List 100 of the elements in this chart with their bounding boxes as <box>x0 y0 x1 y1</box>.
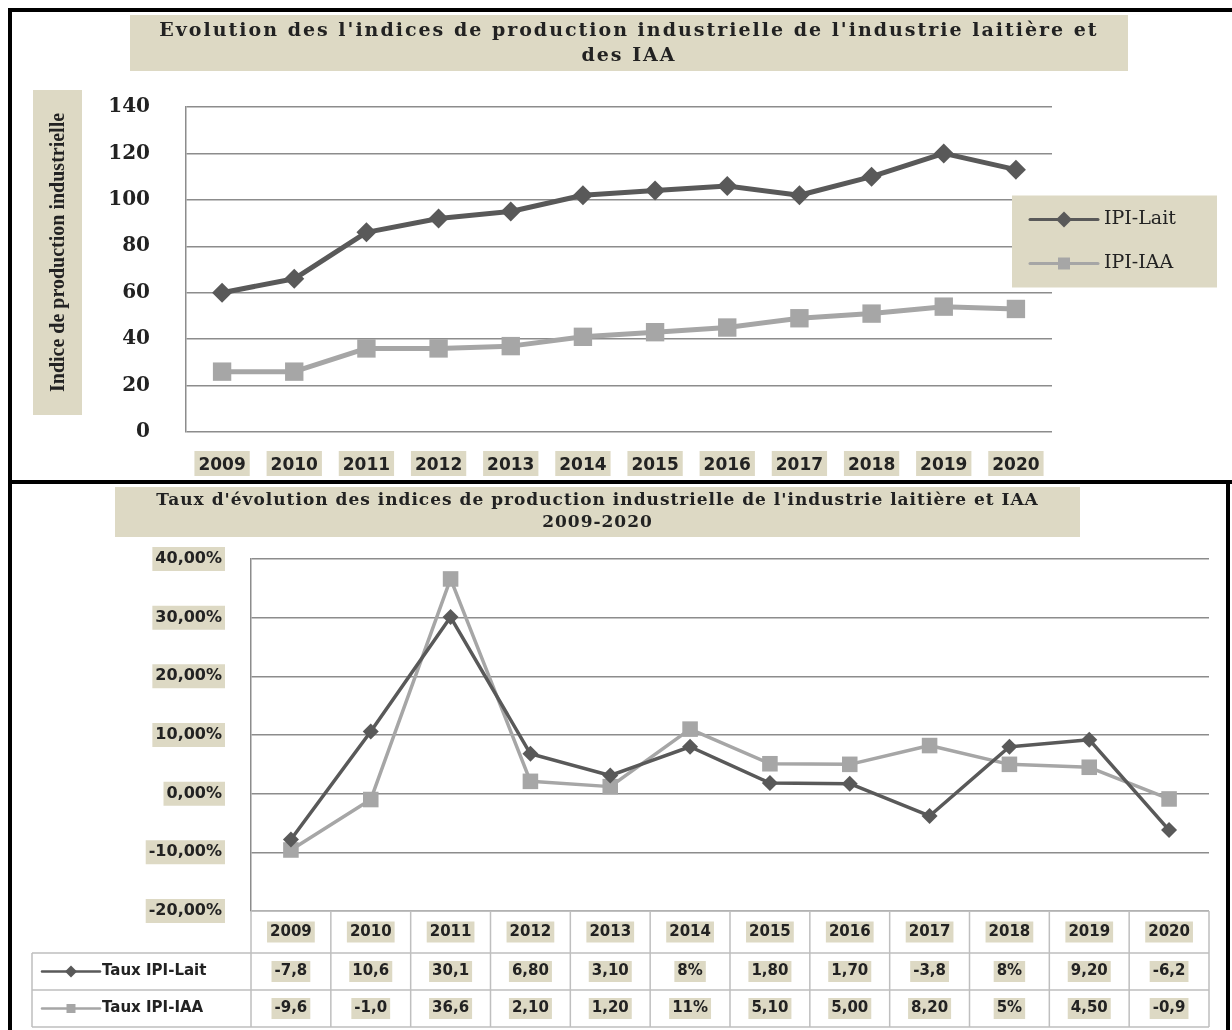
x-tick-label: 2019 <box>1068 921 1111 940</box>
legend-label: Taux IPI-Lait <box>102 961 207 980</box>
point <box>212 282 233 303</box>
y-tick-label: 30,00% <box>155 606 222 626</box>
x-tick-label: 2013 <box>589 921 632 940</box>
y-tick-label: 60 <box>122 278 150 303</box>
x-tick-label: 2018 <box>988 921 1031 940</box>
data-label: 36,6 <box>432 998 470 1017</box>
point <box>1081 759 1098 776</box>
y-tick-label: 20,00% <box>155 665 222 685</box>
data-label: 9,20 <box>1070 961 1108 980</box>
x-tick-label: 2009 <box>270 921 312 940</box>
x-tick-label: 2014 <box>559 453 607 474</box>
data-label: 10,6 <box>352 961 390 980</box>
data-label: -9,6 <box>274 998 308 1017</box>
chart-title: Taux d'évolution des indices de production industrielle de l'industrie laitière et IAA 2009-2020 <box>115 487 1080 537</box>
data-label: -7,8 <box>274 961 308 980</box>
data-label: 8% <box>677 961 703 980</box>
point <box>790 309 809 328</box>
point <box>602 778 619 795</box>
point <box>362 723 379 740</box>
point <box>573 327 593 347</box>
x-tick-label: 2020 <box>992 453 1040 474</box>
data-label: 1,20 <box>591 998 629 1017</box>
point <box>933 143 954 164</box>
point <box>428 208 449 229</box>
data-label: 4,50 <box>1070 998 1108 1017</box>
point <box>1005 159 1026 180</box>
x-tick-label: 2012 <box>509 921 552 940</box>
point <box>862 304 881 323</box>
data-label: -0,9 <box>1152 998 1186 1017</box>
point <box>362 791 379 808</box>
legend-label: IPI-IAA <box>1104 250 1174 273</box>
point <box>921 807 938 824</box>
point <box>1001 756 1018 773</box>
x-tick-label: 2012 <box>414 453 463 474</box>
point <box>841 756 858 773</box>
data-label: -3,8 <box>913 961 946 980</box>
data-label: 5% <box>996 998 1023 1017</box>
y-axis-title: Indice de production industrielle <box>46 112 69 393</box>
y-tick-label: 100 <box>108 186 150 211</box>
point <box>718 318 737 337</box>
y-tick-label: 0 <box>136 418 150 443</box>
data-label: 1,80 <box>751 961 789 980</box>
y-tick-label: 120 <box>108 139 150 164</box>
data-label: -1,0 <box>354 998 388 1017</box>
data-label: 8% <box>996 961 1023 980</box>
x-tick-label: 2014 <box>669 921 711 940</box>
legend-label: IPI-Lait <box>1104 206 1177 229</box>
y-tick-label: -10,00% <box>148 841 222 861</box>
data-label: 30,1 <box>432 961 470 980</box>
point <box>1161 791 1177 807</box>
point <box>572 185 593 206</box>
data-label: 5,00 <box>831 998 869 1017</box>
point <box>429 339 448 358</box>
point <box>1161 822 1178 839</box>
point <box>682 721 698 737</box>
point <box>645 180 666 201</box>
x-tick-label: 2010 <box>270 453 319 474</box>
x-tick-label: 2013 <box>487 453 535 474</box>
point <box>442 609 459 626</box>
point <box>1006 299 1026 319</box>
data-label: 3,10 <box>591 961 629 980</box>
y-tick-label: 40,00% <box>155 548 222 568</box>
point <box>500 201 521 222</box>
x-tick-label: 2017 <box>775 453 824 474</box>
point <box>934 297 953 316</box>
point <box>761 775 778 792</box>
x-tick-label: 2017 <box>908 921 951 940</box>
point <box>285 362 304 381</box>
point <box>841 775 858 792</box>
x-tick-label: 2018 <box>847 453 896 474</box>
x-tick-label: 2016 <box>828 921 871 940</box>
point <box>282 831 299 848</box>
y-tick-label: 0,00% <box>166 782 222 802</box>
x-tick-label: 2011 <box>342 453 391 474</box>
x-tick-label: 2019 <box>920 453 968 474</box>
point <box>212 362 232 381</box>
point <box>861 166 882 187</box>
point <box>522 773 539 790</box>
data-label: -6,2 <box>1152 961 1186 980</box>
y-tick-label: -20,00% <box>148 900 222 920</box>
y-tick-label: 20 <box>122 371 150 396</box>
x-tick-label: 2009 <box>198 453 246 474</box>
x-tick-label: 2011 <box>429 921 472 940</box>
point <box>717 175 738 196</box>
point <box>442 571 459 587</box>
point <box>602 767 619 784</box>
y-tick-label: 80 <box>122 232 150 257</box>
data-label: 1,70 <box>831 961 869 980</box>
point <box>357 339 376 358</box>
x-tick-label: 2010 <box>349 921 392 940</box>
point <box>1001 738 1018 755</box>
point <box>522 745 539 762</box>
chart-title: Evolution des l'indices de production industrielle de l'industrie laitière et des IAA <box>130 15 1128 71</box>
point <box>645 322 665 342</box>
point <box>501 336 520 356</box>
y-tick-label: 140 <box>108 93 150 118</box>
point <box>789 185 810 206</box>
x-tick-label: 2015 <box>749 921 791 940</box>
